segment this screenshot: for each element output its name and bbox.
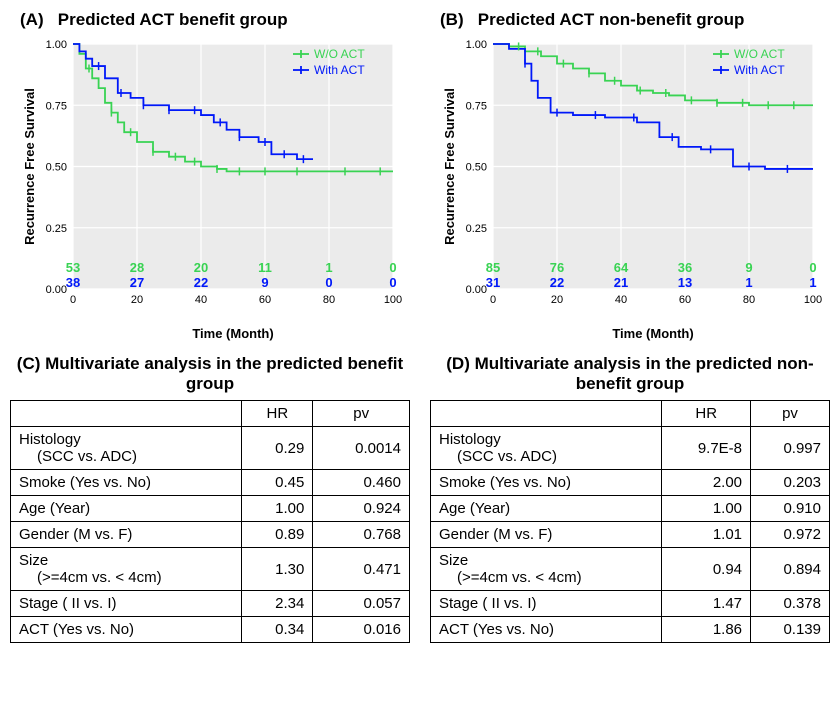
svg-text:1: 1 (809, 275, 816, 290)
svg-text:0: 0 (69, 294, 75, 306)
svg-text:Time (Month): Time (Month) (612, 326, 693, 341)
svg-text:22: 22 (549, 275, 563, 290)
svg-text:38: 38 (65, 275, 79, 290)
svg-text:9: 9 (261, 275, 268, 290)
svg-text:With ACT: With ACT (734, 63, 785, 77)
svg-text:85: 85 (485, 260, 499, 275)
svg-text:0.00: 0.00 (45, 284, 66, 296)
panel-d-title: (D) Multivariate analysis in the predict… (430, 354, 830, 394)
panel-b-title: (B) Predicted ACT non-benefit group (430, 10, 830, 30)
svg-text:27: 27 (129, 275, 143, 290)
svg-text:60: 60 (678, 294, 690, 306)
svg-text:0.25: 0.25 (465, 223, 486, 235)
svg-text:0: 0 (489, 294, 495, 306)
table-row: Age (Year)1.000.910 (431, 496, 830, 522)
svg-text:Time (Month): Time (Month) (192, 326, 273, 341)
table-row: Histology(SCC vs. ADC)9.7E-80.997 (431, 427, 830, 470)
table-row: ACT (Yes vs. No)0.340.016 (11, 617, 410, 643)
svg-text:0.50: 0.50 (465, 162, 486, 174)
table-row: Size(>=4cm vs. < 4cm)0.940.894 (431, 548, 830, 591)
svg-text:0.25: 0.25 (45, 223, 66, 235)
table-row: Age (Year)1.000.924 (11, 496, 410, 522)
svg-text:80: 80 (322, 294, 334, 306)
svg-text:1: 1 (745, 275, 752, 290)
svg-text:W/O ACT: W/O ACT (734, 47, 785, 61)
svg-text:20: 20 (130, 294, 142, 306)
svg-text:0: 0 (325, 275, 332, 290)
table-row: Gender (M vs. F)1.010.972 (431, 522, 830, 548)
svg-text:22: 22 (193, 275, 207, 290)
svg-text:13: 13 (677, 275, 691, 290)
svg-text:60: 60 (258, 294, 270, 306)
svg-text:20: 20 (193, 260, 207, 275)
panel-a-title: (A) Predicted ACT benefit group (10, 10, 410, 30)
panel-a: (A) Predicted ACT benefit group 0 20 40 60 8… (10, 10, 410, 344)
table-row: Histology(SCC vs. ADC)0.290.0014 (11, 427, 410, 470)
panel-d: (D) Multivariate analysis in the predict… (430, 344, 830, 643)
mv-table-d: HRpvHistology(SCC vs. ADC)9.7E-80.997Smo… (430, 400, 830, 643)
km-chart-b: 0 20 40 60 80 100 0.00 0.25 0.50 0.75 1.00 Time (Mo… (438, 34, 823, 344)
svg-text:With ACT: With ACT (314, 63, 365, 77)
svg-text:40: 40 (194, 294, 206, 306)
svg-text:0: 0 (389, 260, 396, 275)
svg-text:0.50: 0.50 (45, 162, 66, 174)
svg-text:76: 76 (549, 260, 563, 275)
svg-text:0: 0 (389, 275, 396, 290)
table-row: Gender (M vs. F)0.890.768 (11, 522, 410, 548)
svg-text:Recurrence Free Survival: Recurrence Free Survival (22, 88, 37, 245)
svg-text:40: 40 (614, 294, 626, 306)
svg-text:0: 0 (809, 260, 816, 275)
km-chart-a: 0204060801000.000.250.500.751.00Time (Mo… (18, 34, 403, 344)
svg-text:53: 53 (65, 260, 79, 275)
panel-c-title: (C) Multivariate analysis in the predict… (10, 354, 410, 394)
table-row: Stage ( II vs. I)1.470.378 (431, 591, 830, 617)
svg-text:80: 80 (742, 294, 754, 306)
svg-text:1: 1 (325, 260, 332, 275)
svg-text:1.00: 1.00 (465, 39, 486, 51)
svg-text:Recurrence Free Survival: Recurrence Free Survival (442, 88, 457, 245)
svg-text:0.75: 0.75 (45, 100, 66, 112)
svg-text:100: 100 (803, 294, 821, 306)
svg-text:36: 36 (677, 260, 691, 275)
svg-text:9: 9 (745, 260, 752, 275)
svg-text:21: 21 (613, 275, 627, 290)
table-row: Smoke (Yes vs. No)2.000.203 (431, 470, 830, 496)
svg-text:100: 100 (383, 294, 401, 306)
svg-text:20: 20 (550, 294, 562, 306)
table-row: Stage ( II vs. I)2.340.057 (11, 591, 410, 617)
panel-b: (B) Predicted ACT non-benefit group 0 20 4… (430, 10, 830, 344)
svg-text:11: 11 (258, 260, 272, 275)
svg-text:0.00: 0.00 (465, 284, 486, 296)
table-row: Smoke (Yes vs. No)0.450.460 (11, 470, 410, 496)
svg-text:64: 64 (613, 260, 628, 275)
mv-table-c: HRpvHistology(SCC vs. ADC)0.290.0014Smok… (10, 400, 410, 643)
svg-text:0.75: 0.75 (465, 100, 486, 112)
svg-text:31: 31 (485, 275, 499, 290)
table-row: Size(>=4cm vs. < 4cm)1.300.471 (11, 548, 410, 591)
svg-text:W/O ACT: W/O ACT (314, 47, 365, 61)
table-row: ACT (Yes vs. No)1.860.139 (431, 617, 830, 643)
svg-text:28: 28 (129, 260, 143, 275)
svg-text:1.00: 1.00 (45, 39, 66, 51)
panel-c: (C) Multivariate analysis in the predict… (10, 344, 410, 643)
